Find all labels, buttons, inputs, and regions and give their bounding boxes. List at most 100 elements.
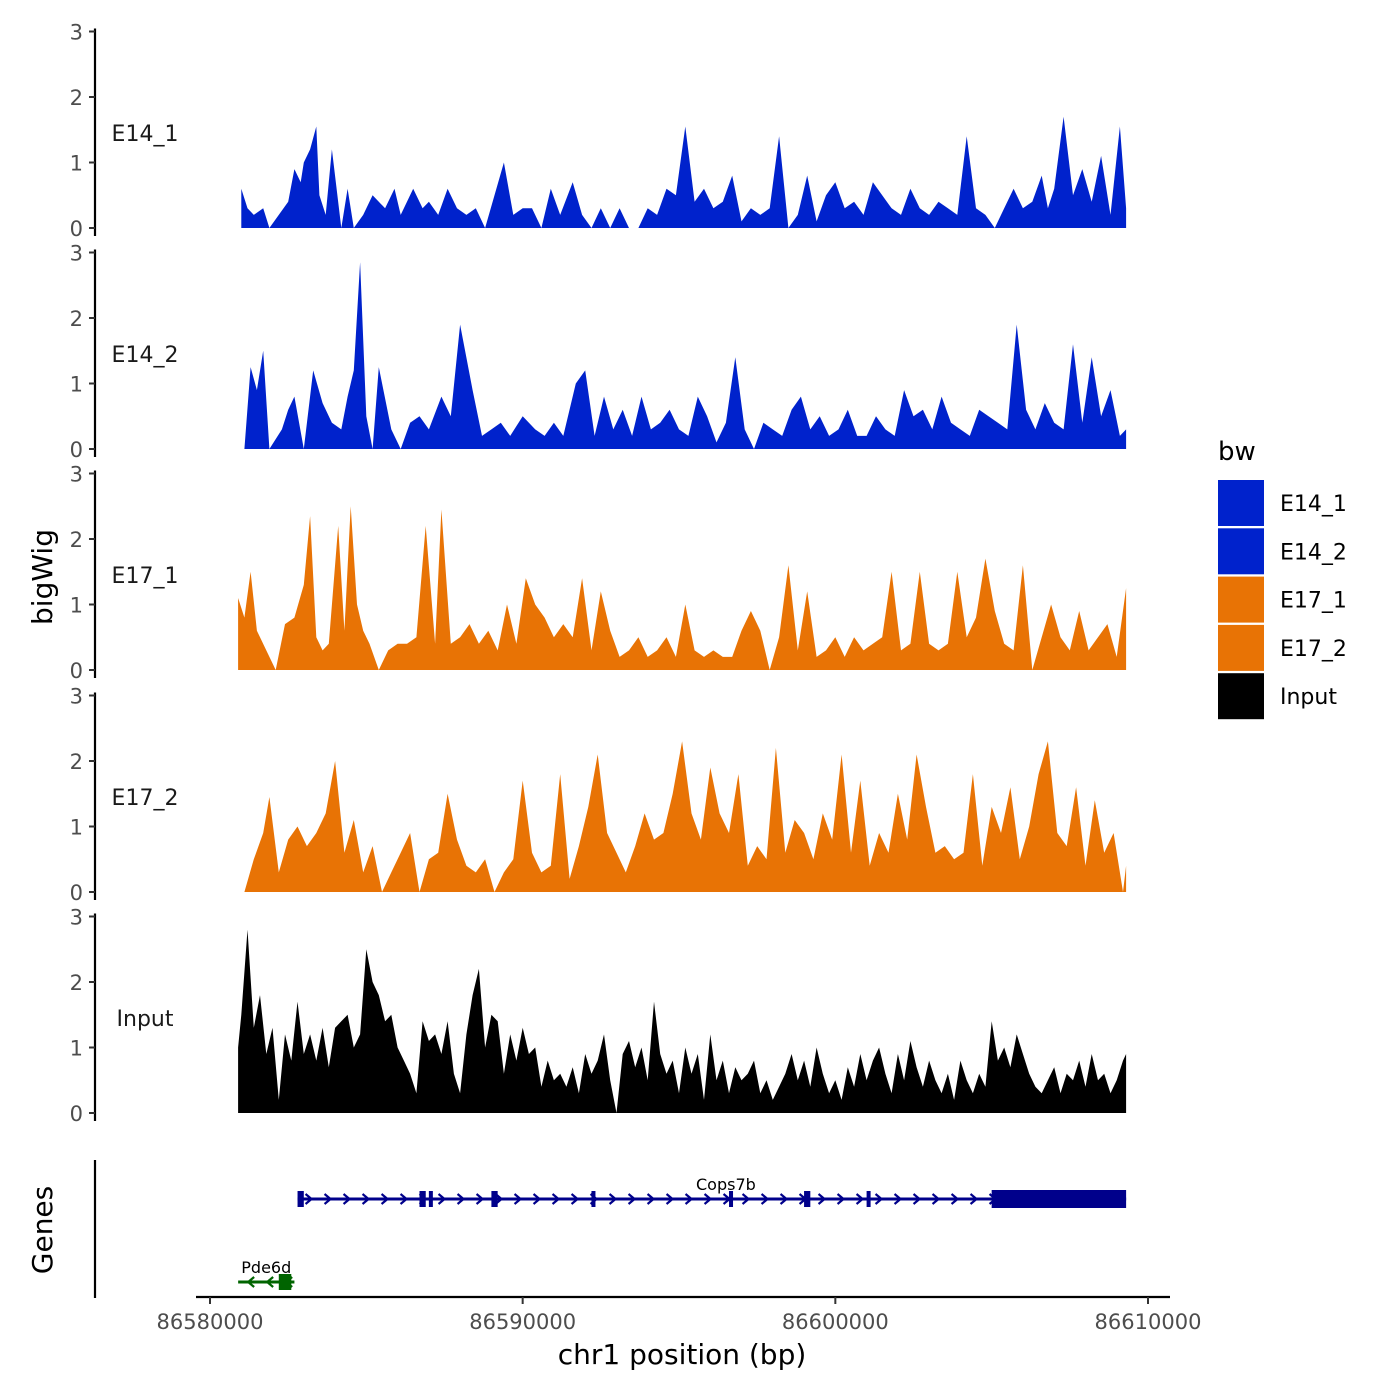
gene-exon xyxy=(991,1190,1127,1208)
strand-arrow xyxy=(456,1193,466,1205)
track-label: E14_1 xyxy=(112,122,179,147)
y-tick-label: 1 xyxy=(70,152,83,176)
strand-arrow xyxy=(380,1193,390,1205)
strand-arrow xyxy=(912,1193,922,1205)
legend-label-E17_1: E17_1 xyxy=(1280,589,1347,614)
strand-arrow xyxy=(627,1193,637,1205)
strand-arrow xyxy=(931,1193,941,1205)
x-tick-label: 86580000 xyxy=(157,1310,264,1334)
strand-arrow xyxy=(779,1193,789,1205)
strand-arrow xyxy=(265,1276,274,1288)
y-tick-label: 3 xyxy=(70,685,83,709)
signal-area-E14_1 xyxy=(241,116,1127,228)
y-tick-label: 2 xyxy=(70,750,83,774)
legend-key-E17_2 xyxy=(1218,624,1264,671)
y-tick-label: 0 xyxy=(70,881,83,905)
legend-label-Input: Input xyxy=(1280,685,1337,710)
gene-exon xyxy=(428,1191,433,1207)
signal-area-E17_1 xyxy=(238,506,1127,670)
legend-key-E14_1 xyxy=(1218,480,1264,526)
y-tick-label: 2 xyxy=(70,528,83,552)
signal-tracks: 0 1 2 3 E14_1 0 1 2 3 E14_2 0 1 2 3 E17_1 0 1 2 3 E17_2 0 1 2 3… xyxy=(70,21,1127,1126)
gene-exon xyxy=(491,1191,498,1207)
strand-arrow xyxy=(684,1193,694,1205)
y-tick-label: 0 xyxy=(70,438,83,462)
strand-arrow xyxy=(760,1193,770,1205)
y-tick-label: 2 xyxy=(70,971,83,995)
legend-label-E14_1: E14_1 xyxy=(1280,492,1347,517)
x-tick-label: 86590000 xyxy=(469,1310,576,1334)
gene-exon xyxy=(297,1191,304,1207)
track-label: Input xyxy=(117,1007,174,1032)
strand-arrow xyxy=(570,1193,580,1205)
x-axis: 86580000 86590000 86600000 86610000 xyxy=(157,1295,1202,1334)
track-Input: 0 1 2 3 Input xyxy=(70,906,1127,1126)
y-tick-label: 3 xyxy=(70,463,83,487)
x-axis-title: chr1 position (bp) xyxy=(558,1338,807,1371)
gene-exon xyxy=(591,1191,596,1207)
y-tick-label: 0 xyxy=(70,1102,83,1126)
y-tick-label: 3 xyxy=(70,242,83,266)
strand-arrow xyxy=(361,1193,371,1205)
track-E17_1: 0 1 2 3 E17_1 xyxy=(70,463,1127,683)
strand-arrow xyxy=(475,1193,485,1205)
gene-Pde6d: Pde6d xyxy=(238,1258,295,1290)
genes-axis-title: Genes xyxy=(26,1186,59,1274)
signal-area-E17_2 xyxy=(244,741,1127,892)
x-tick-label: 86600000 xyxy=(782,1310,889,1334)
legend-key-Input xyxy=(1218,673,1264,720)
y-tick-label: 1 xyxy=(70,1037,83,1061)
strand-arrow xyxy=(437,1193,447,1205)
strand-arrow xyxy=(532,1193,542,1205)
gene-name-label: Pde6d xyxy=(241,1258,291,1277)
strand-arrow xyxy=(741,1193,751,1205)
legend: bw E14_1 E14_2 E17_1 E17_2 Input xyxy=(1218,437,1347,720)
track-label: E14_2 xyxy=(112,343,179,368)
y-tick-label: 1 xyxy=(70,373,83,397)
x-tick-label: 86610000 xyxy=(1095,1310,1202,1334)
strand-arrow xyxy=(950,1193,960,1205)
strand-arrow xyxy=(969,1193,979,1205)
strand-arrow xyxy=(836,1193,846,1205)
legend-title: bw xyxy=(1218,437,1256,467)
strand-arrow xyxy=(608,1193,618,1205)
strand-arrow xyxy=(399,1193,409,1205)
gene-exon xyxy=(278,1274,292,1290)
legend-label-E17_2: E17_2 xyxy=(1280,637,1347,662)
gene-exon xyxy=(419,1191,426,1207)
strand-arrow xyxy=(246,1276,255,1288)
y-tick-label: 2 xyxy=(70,86,83,110)
gene-exon xyxy=(866,1191,871,1207)
strand-arrow xyxy=(874,1193,884,1205)
legend-key-E14_2 xyxy=(1218,528,1264,575)
y-tick-label: 1 xyxy=(70,594,83,618)
y-tick-label: 0 xyxy=(70,217,83,241)
track-E17_2: 0 1 2 3 E17_2 xyxy=(70,685,1127,905)
signal-area-E14_2 xyxy=(244,262,1127,449)
track-E14_1: 0 1 2 3 E14_1 xyxy=(70,21,1127,241)
gene-Cops7b: Cops7b xyxy=(297,1175,1127,1208)
y-axis-title: bigWig xyxy=(26,529,59,625)
strand-arrow xyxy=(665,1193,675,1205)
gene-name-label: Cops7b xyxy=(696,1175,756,1194)
strand-arrow xyxy=(893,1193,903,1205)
track-label: E17_1 xyxy=(112,564,179,589)
gene-track-panel: Cops7b Pde6d xyxy=(93,1160,1127,1298)
gene-exon xyxy=(729,1191,734,1207)
track-E14_2: 0 1 2 3 E14_2 xyxy=(70,242,1127,462)
signal-area-Input xyxy=(238,929,1127,1113)
strand-arrow xyxy=(513,1193,523,1205)
legend-label-E14_2: E14_2 xyxy=(1280,540,1347,565)
track-label: E17_2 xyxy=(112,786,179,811)
legend-key-E17_1 xyxy=(1218,576,1264,623)
strand-arrow xyxy=(304,1193,314,1205)
strand-arrow xyxy=(855,1193,865,1205)
y-tick-label: 2 xyxy=(70,307,83,331)
strand-arrow xyxy=(551,1193,561,1205)
y-tick-label: 0 xyxy=(70,659,83,683)
strand-arrow xyxy=(342,1193,352,1205)
strand-arrow xyxy=(703,1193,713,1205)
strand-arrow xyxy=(817,1193,827,1205)
y-tick-label: 1 xyxy=(70,816,83,840)
y-tick-label: 3 xyxy=(70,21,83,45)
